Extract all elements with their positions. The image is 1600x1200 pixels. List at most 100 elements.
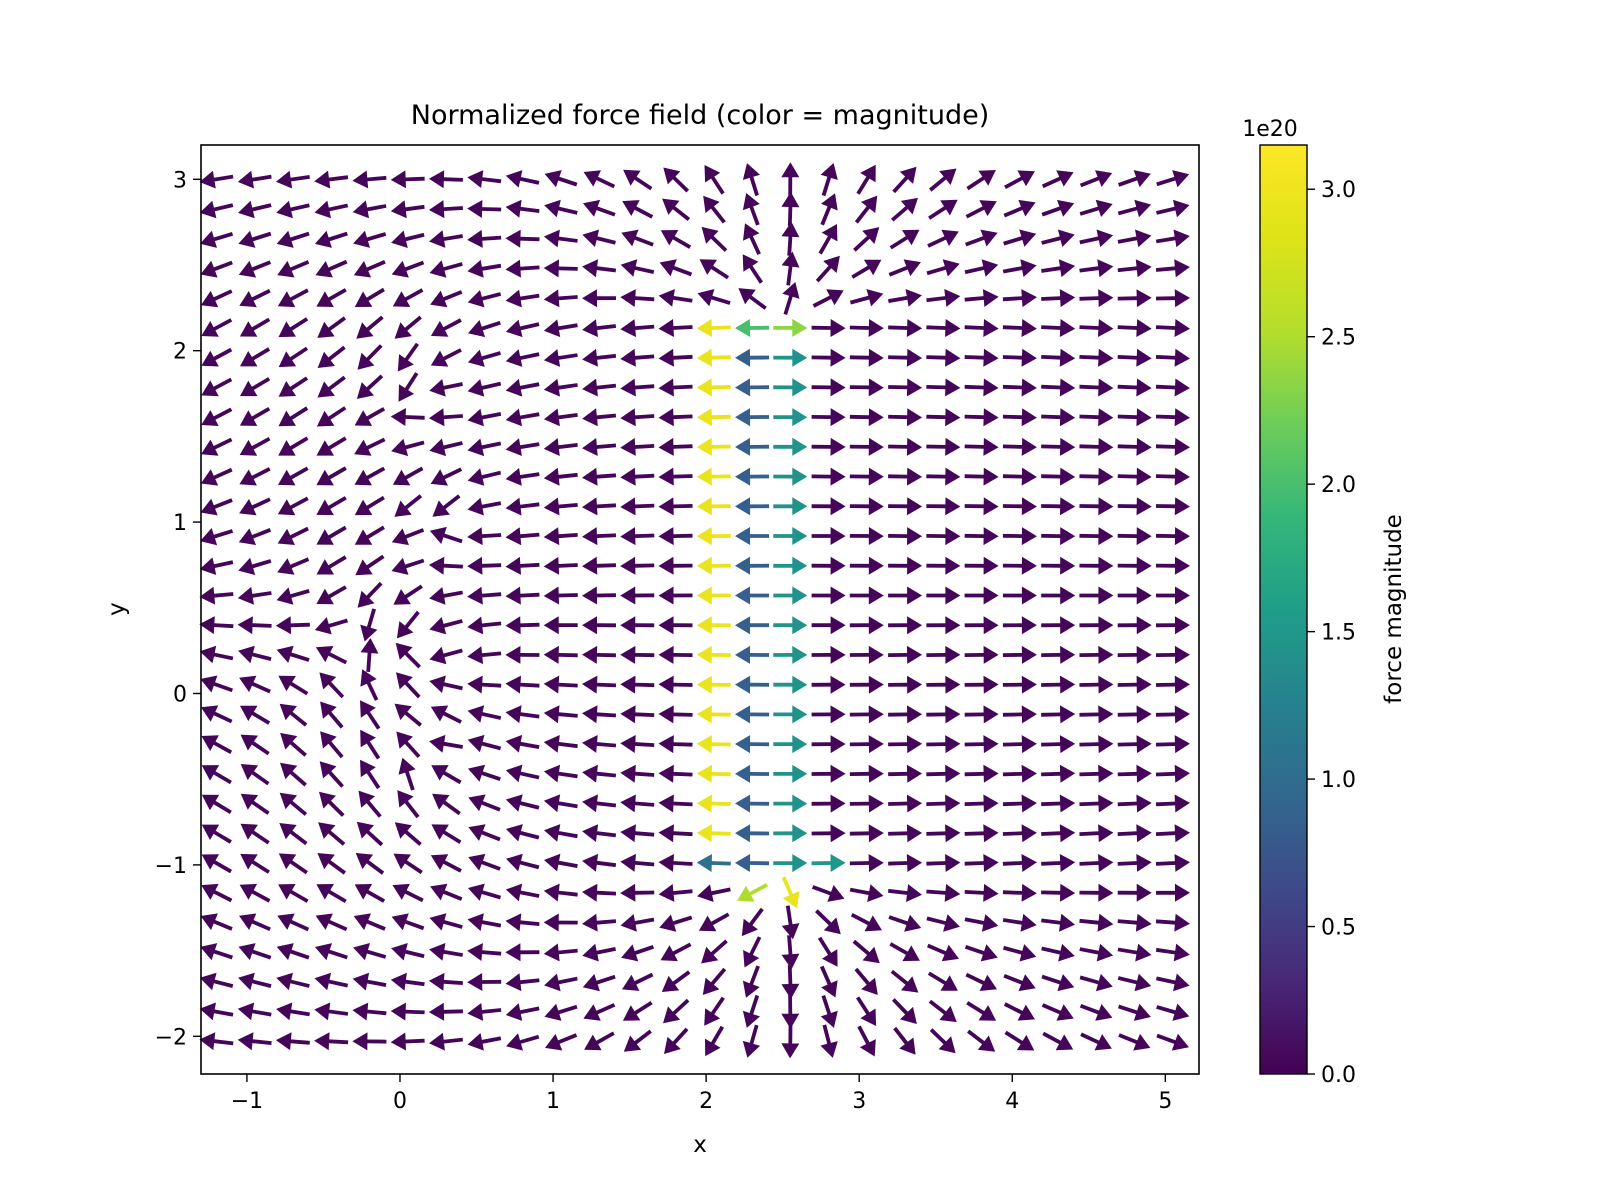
field-arrow: [1041, 794, 1076, 813]
field-arrow: [582, 943, 616, 962]
field-arrow: [394, 822, 422, 846]
field-arrow: [316, 436, 347, 456]
field-arrow: [545, 1033, 578, 1051]
field-arrow: [811, 645, 846, 664]
field-arrow: [1118, 1003, 1151, 1021]
field-arrow: [582, 527, 616, 546]
field-arrow: [392, 883, 424, 903]
field-arrow: [1155, 437, 1190, 456]
field-arrow: [353, 260, 386, 278]
field-arrow: [429, 260, 463, 278]
field-arrow: [699, 259, 730, 280]
field-arrow: [582, 764, 617, 783]
field-arrow: [429, 913, 463, 931]
field-arrow: [582, 794, 617, 813]
field-arrow: [926, 884, 961, 902]
field-arrow: [505, 527, 540, 546]
field-arrow: [1041, 556, 1076, 575]
field-arrow: [964, 348, 999, 367]
field-arrow: [360, 759, 381, 790]
field-arrow: [582, 348, 617, 367]
field-arrow: [1003, 229, 1037, 247]
field-arrow: [926, 408, 961, 427]
field-arrow: [849, 586, 884, 605]
field-arrow: [820, 193, 838, 226]
field-arrow: [1079, 824, 1114, 843]
field-arrow: [658, 348, 693, 367]
field-arrow: [1002, 348, 1037, 367]
field-arrow: [964, 764, 999, 783]
field-arrow: [1079, 199, 1113, 217]
field-arrow: [430, 883, 463, 901]
field-arrow: [276, 1002, 310, 1021]
field-arrow: [467, 586, 502, 605]
field-arrow: [505, 497, 540, 516]
field-arrow: [543, 438, 578, 456]
field-arrow: [200, 230, 234, 248]
field-arrow: [200, 943, 233, 961]
field-arrow: [1117, 437, 1152, 456]
field-arrow: [849, 884, 884, 902]
field-arrow: [318, 822, 346, 846]
field-arrow: [467, 705, 502, 723]
field-arrow: [356, 821, 384, 847]
field-arrow: [544, 1003, 578, 1021]
field-arrow: [663, 998, 690, 1024]
field-arrow: [1117, 586, 1152, 605]
field-arrow: [467, 675, 502, 694]
field-arrow: [811, 675, 846, 694]
y-tick-label: 0: [173, 682, 187, 707]
field-arrow: [392, 466, 424, 486]
field-arrow: [696, 645, 731, 664]
field-arrow: [1041, 883, 1076, 902]
field-arrow: [658, 794, 693, 813]
field-arrow: [1079, 794, 1114, 813]
field-arrow: [820, 995, 838, 1028]
field-arrow: [276, 200, 310, 219]
field-arrow: [696, 556, 731, 575]
field-arrow: [505, 586, 540, 605]
field-arrow: [582, 259, 617, 278]
x-tick-label: 4: [1005, 1089, 1019, 1114]
field-arrow: [888, 675, 923, 694]
field-arrow: [1156, 170, 1190, 188]
field-arrow: [662, 198, 691, 221]
field-arrow: [888, 824, 923, 843]
field-arrow: [742, 1024, 761, 1058]
field-arrow: [659, 914, 693, 932]
field-arrow: [1003, 974, 1036, 992]
field-arrow: [890, 969, 919, 993]
field-arrow: [314, 200, 349, 219]
field-arrow: [1117, 259, 1152, 278]
field-arrow: [1117, 616, 1152, 635]
field-arrow: [200, 913, 233, 931]
field-arrow: [505, 883, 540, 902]
field-arrow: [543, 794, 578, 813]
field-arrow: [582, 408, 617, 427]
field-arrow: [1117, 467, 1152, 486]
field-arrow: [240, 705, 271, 725]
field-arrow: [393, 853, 423, 875]
field-arrow: [505, 1003, 540, 1021]
field-arrow: [773, 497, 808, 516]
field-arrow: [398, 372, 419, 402]
field-arrow: [965, 972, 997, 991]
field-arrow: [926, 705, 961, 724]
field-arrow: [543, 527, 578, 546]
field-arrow: [849, 645, 884, 664]
field-arrow: [355, 554, 385, 576]
field-arrow: [621, 229, 654, 247]
field-arrow: [735, 348, 770, 367]
field-arrow: [658, 378, 693, 397]
field-arrow: [696, 824, 731, 843]
field-arrow: [964, 378, 999, 397]
field-arrow: [1117, 973, 1152, 992]
field-arrow: [773, 854, 808, 873]
field-arrow: [888, 794, 923, 813]
field-arrow: [1041, 764, 1076, 783]
field-arrow: [1041, 378, 1076, 397]
field-arrow: [926, 616, 961, 635]
field-arrow: [352, 170, 387, 189]
field-arrow: [773, 556, 808, 575]
field-arrow: [240, 853, 270, 874]
